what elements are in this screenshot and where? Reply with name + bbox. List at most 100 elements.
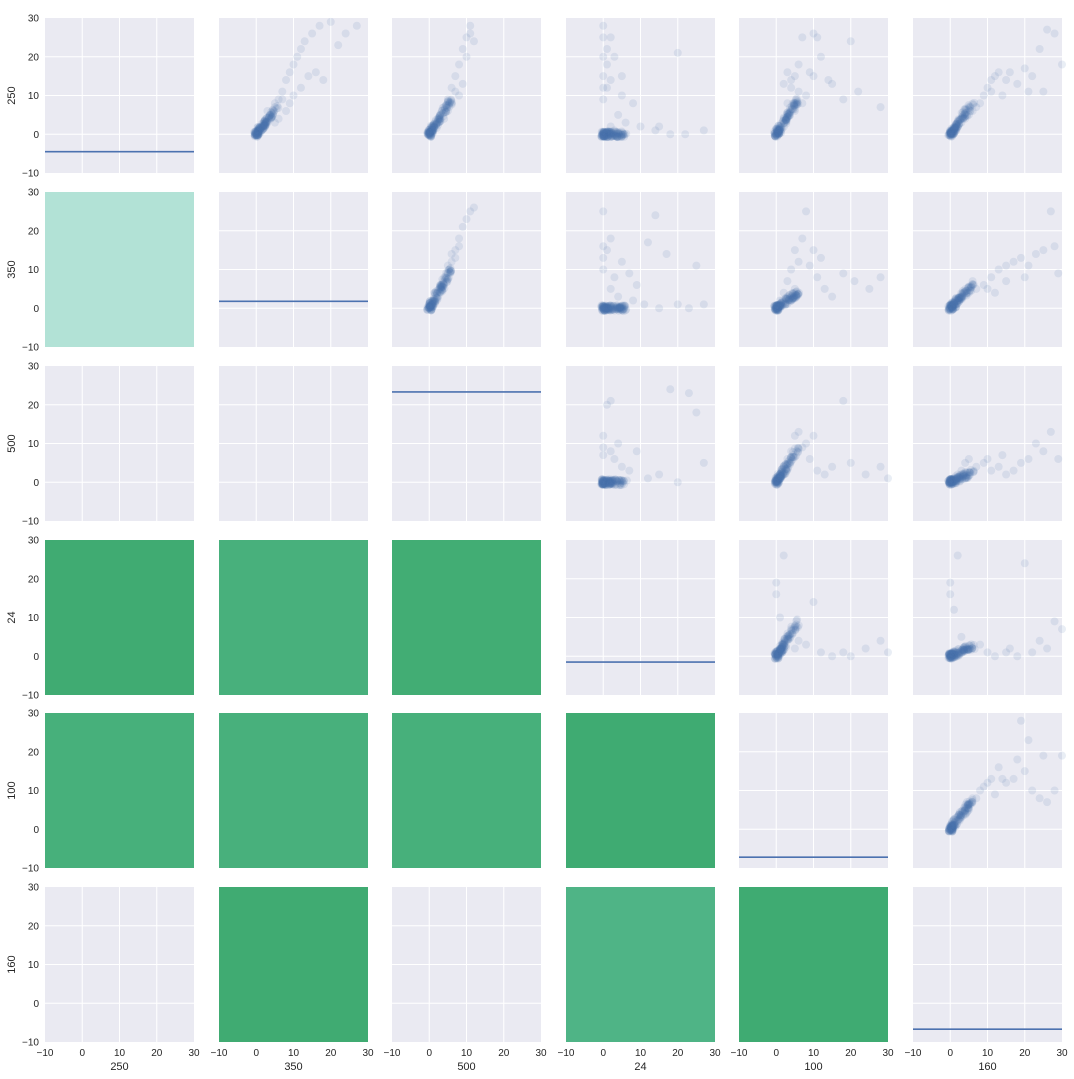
- scatter-point: [828, 652, 836, 660]
- scatter-point: [995, 266, 1003, 274]
- scatter-point: [448, 99, 456, 107]
- scatter-point: [290, 92, 298, 100]
- scatter-point: [622, 119, 630, 127]
- scatter-point: [1047, 428, 1055, 436]
- scatter-point: [598, 128, 606, 136]
- scatter-point: [780, 552, 788, 560]
- scatter-point: [301, 37, 309, 45]
- scatter-point: [663, 250, 671, 258]
- scatter-point: [957, 293, 965, 301]
- x-tick-label: 30: [1056, 1048, 1068, 1059]
- scatter-point: [984, 455, 992, 463]
- scatter-point: [433, 119, 441, 127]
- scatter-point: [821, 285, 829, 293]
- scatter-point: [839, 269, 847, 277]
- scatter-point: [655, 123, 663, 131]
- scatter-point: [791, 645, 799, 653]
- scatter-point: [275, 115, 283, 123]
- y-axis-label: 500: [6, 434, 18, 452]
- scatter-point: [1028, 648, 1036, 656]
- scatter-point: [263, 119, 271, 127]
- scatter-point: [1017, 717, 1025, 725]
- scatter-point: [297, 84, 305, 92]
- scatter-point: [778, 646, 786, 654]
- y-tick-label: 20: [28, 52, 40, 63]
- scatter-point: [791, 246, 799, 254]
- scatter-point: [1024, 736, 1032, 744]
- scatter-point: [969, 277, 977, 285]
- scatter-point: [1058, 61, 1066, 69]
- panel-100-vs-500: [392, 713, 541, 868]
- scatter-point: [1024, 455, 1032, 463]
- scatter-point: [1051, 30, 1059, 38]
- y-tick-label: 0: [33, 999, 39, 1010]
- scatter-point: [884, 474, 892, 482]
- fill-block: [392, 713, 541, 868]
- scatter-point: [599, 432, 607, 440]
- scatter-point: [965, 806, 973, 814]
- scatter-point: [599, 33, 607, 41]
- scatter-point: [271, 99, 279, 107]
- scatter-point: [598, 303, 606, 311]
- y-tick-label: −10: [22, 864, 39, 875]
- scatter-point: [776, 123, 784, 131]
- y-tick-label: 30: [28, 536, 40, 547]
- scatter-point: [987, 467, 995, 475]
- y-tick-label: 10: [28, 613, 40, 624]
- scatter-point: [1043, 26, 1051, 34]
- scatter-point: [976, 641, 984, 649]
- scatter-point: [599, 451, 607, 459]
- x-tick-label: −10: [905, 1048, 922, 1059]
- scatter-point: [700, 459, 708, 467]
- scatter-point: [618, 72, 626, 80]
- scatter-point: [780, 463, 788, 471]
- scatter-point: [787, 625, 795, 633]
- panel-500-vs-350: [219, 366, 368, 521]
- scatter-point: [666, 130, 674, 138]
- y-axis-label: 350: [6, 260, 18, 278]
- scatter-point: [451, 72, 459, 80]
- x-tick-label: 0: [600, 1048, 606, 1059]
- y-tick-label: 0: [33, 825, 39, 836]
- scatter-point: [674, 478, 682, 486]
- scatter-point: [603, 45, 611, 53]
- x-tick-label: 10: [288, 1048, 300, 1059]
- fill-block: [739, 887, 888, 1042]
- scatter-point: [802, 92, 810, 100]
- scatter-point: [282, 76, 290, 84]
- scatter-point: [607, 447, 615, 455]
- scatter-point: [972, 463, 980, 471]
- scatter-point: [817, 648, 825, 656]
- panel-350-vs-100: [739, 192, 888, 347]
- scatter-point: [444, 262, 452, 270]
- scatter-point: [1032, 250, 1040, 258]
- scatter-point: [1024, 88, 1032, 96]
- scatter-point: [950, 606, 958, 614]
- panel-350-vs-500: [392, 192, 541, 347]
- scatter-point: [459, 223, 467, 231]
- scatter-point: [278, 88, 286, 96]
- x-tick-label: 20: [1019, 1048, 1031, 1059]
- scatter-point: [862, 471, 870, 479]
- scatter-point: [847, 37, 855, 45]
- scatter-point: [991, 652, 999, 660]
- scatter-point: [629, 297, 637, 305]
- scatter-point: [700, 300, 708, 308]
- scatter-point: [293, 53, 301, 61]
- scatter-point: [847, 652, 855, 660]
- x-tick-label: −10: [384, 1048, 401, 1059]
- scatter-point: [1013, 80, 1021, 88]
- scatter-point: [813, 467, 821, 475]
- scatter-point: [599, 254, 607, 262]
- x-tick-label: 0: [79, 1048, 85, 1059]
- scatter-point: [783, 633, 791, 641]
- scatter-point: [965, 289, 973, 297]
- scatter-point: [599, 266, 607, 274]
- x-tick-label: 30: [882, 1048, 894, 1059]
- panel-100-vs-24: [566, 713, 715, 868]
- scatter-point: [787, 84, 795, 92]
- x-tick-label: 30: [709, 1048, 721, 1059]
- scatter-point: [674, 300, 682, 308]
- x-tick-label: 0: [253, 1048, 259, 1059]
